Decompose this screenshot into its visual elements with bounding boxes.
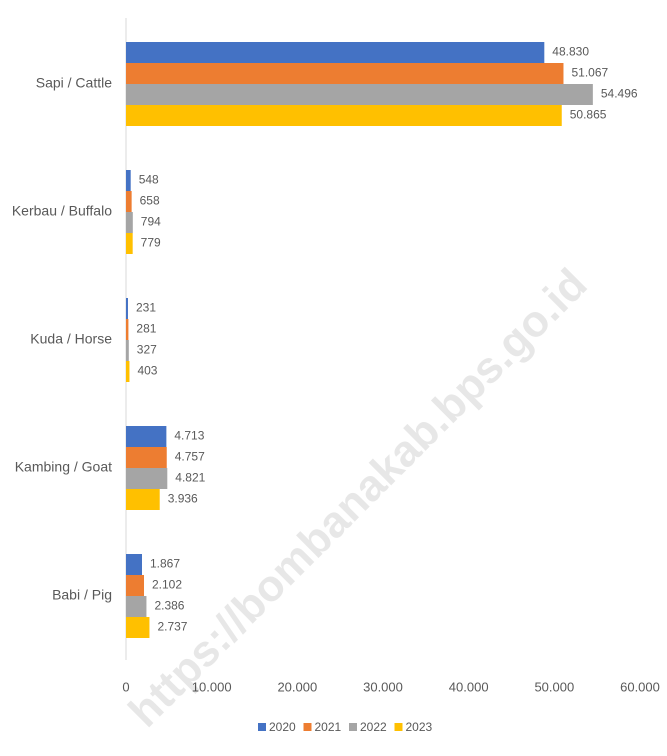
x-tick-label: 0 [122, 679, 129, 694]
bar [126, 554, 142, 575]
value-label: 281 [136, 322, 156, 336]
value-label: 4.713 [174, 429, 204, 443]
value-label: 48.830 [552, 45, 589, 59]
value-label: 50.865 [570, 108, 607, 122]
value-label: 3.936 [168, 492, 198, 506]
legend-swatch [258, 723, 266, 731]
x-tick-label: 10.000 [192, 679, 232, 694]
value-label: 1.867 [150, 557, 180, 571]
bar [126, 298, 128, 319]
bar [126, 63, 564, 84]
legend-label: 2020 [269, 720, 296, 734]
bar [126, 170, 131, 191]
legend-label: 2023 [406, 720, 433, 734]
value-label: 548 [139, 173, 159, 187]
x-tick-label: 40.000 [449, 679, 489, 694]
bar [126, 447, 167, 468]
bar [126, 426, 167, 447]
value-label: 4.821 [175, 471, 205, 485]
bar [126, 489, 160, 510]
x-tick-label: 30.000 [363, 679, 403, 694]
category-label: Kuda / Horse [30, 331, 112, 347]
value-label: 4.757 [175, 450, 205, 464]
bar [126, 340, 129, 361]
legend-swatch [303, 723, 312, 731]
legend-label: 2021 [315, 720, 342, 734]
value-label: 327 [137, 343, 157, 357]
value-label: 658 [140, 194, 160, 208]
value-label: 403 [137, 364, 157, 378]
x-tick-label: 20.000 [277, 679, 317, 694]
value-label: 2.102 [152, 578, 182, 592]
legend-swatch [349, 723, 357, 731]
bar [126, 233, 133, 254]
legend-label: 2022 [360, 720, 387, 734]
bar [126, 468, 168, 489]
bar [126, 361, 130, 382]
category-label: Kambing / Goat [15, 459, 112, 475]
category-label: Kerbau / Buffalo [12, 203, 112, 219]
bar [126, 319, 129, 340]
value-label: 2.737 [157, 620, 187, 634]
bar [126, 212, 133, 233]
legend-swatch [394, 723, 403, 731]
x-tick-label: 60.000 [620, 679, 660, 694]
bar [126, 617, 150, 638]
bar [126, 575, 145, 596]
value-label: 231 [136, 301, 156, 315]
bar [126, 84, 593, 105]
value-label: 54.496 [601, 87, 638, 101]
bar [126, 191, 132, 212]
value-label: 794 [141, 215, 161, 229]
value-label: 2.386 [154, 599, 184, 613]
value-label: 779 [141, 236, 161, 250]
bar [126, 105, 562, 126]
category-label: Babi / Pig [52, 587, 112, 603]
bar [126, 42, 545, 63]
x-tick-label: 50.000 [534, 679, 574, 694]
category-label: Sapi / Cattle [36, 75, 112, 91]
bar [126, 596, 147, 617]
value-label: 51.067 [571, 66, 608, 80]
